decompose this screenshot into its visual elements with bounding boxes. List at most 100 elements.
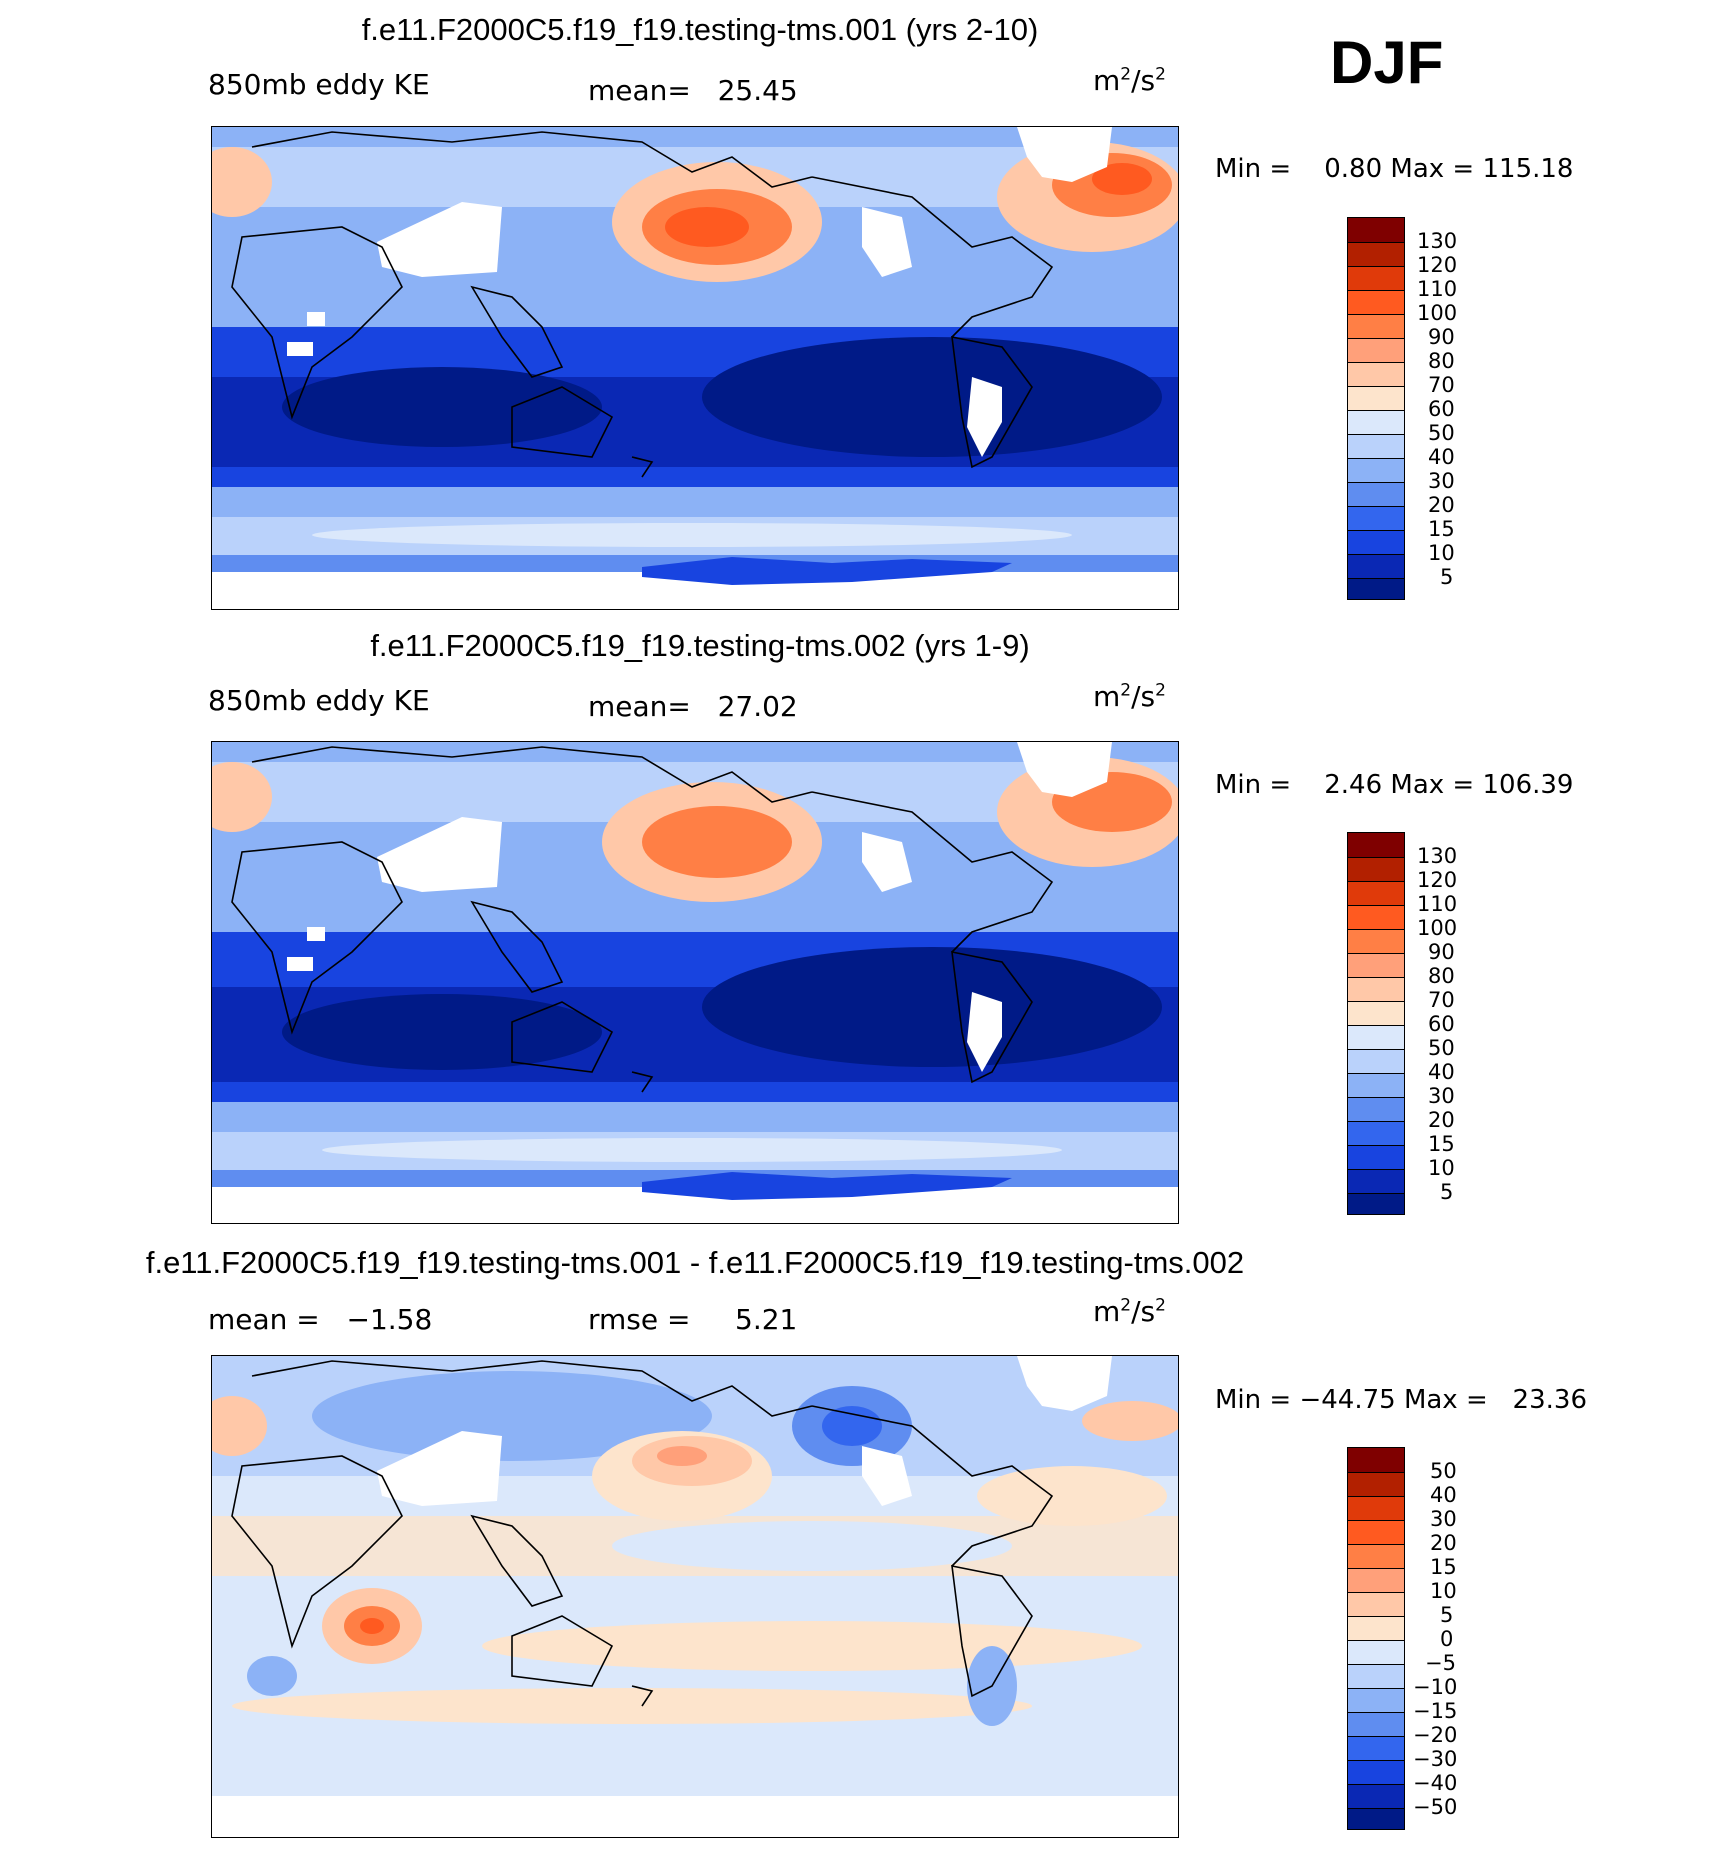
panel-2-mean: mean= 27.02 xyxy=(588,690,798,723)
panel-1-mean-label: mean= xyxy=(588,74,691,107)
panel-2-title: f.e11.F2000C5.f19_f19.testing-tms.002 (y… xyxy=(210,628,1190,664)
panel-2-colorbar-label: 90 xyxy=(1428,940,1455,964)
panel-2-colorbar-label: 20 xyxy=(1428,1108,1455,1132)
panel-3-colorbar-swatch xyxy=(1348,1448,1404,1472)
panel-3-colorbar-label: 0 xyxy=(1440,1627,1453,1651)
panel-3-colorbar-label: −50 xyxy=(1413,1795,1457,1819)
panel-1-units: m2/s2 xyxy=(1093,64,1166,97)
panel-3-colorbar-label: −30 xyxy=(1413,1747,1457,1771)
panel-2-colorbar-swatch xyxy=(1348,905,1404,929)
panel-1-colorbar-label: 10 xyxy=(1428,541,1455,565)
panel-2-colorbar-label: 50 xyxy=(1428,1036,1455,1060)
panel-3-colorbar-label: −40 xyxy=(1413,1771,1457,1795)
panel-3-colorbar-swatch xyxy=(1348,1520,1404,1544)
panel-2-min-label: Min = xyxy=(1215,770,1291,800)
panel-3-mean: mean = −1.58 xyxy=(208,1303,432,1336)
panel-3-colorbar-label: 15 xyxy=(1430,1555,1457,1579)
panel-1-colorbar-label: 40 xyxy=(1428,445,1455,469)
panel-1-max-value: 115.18 xyxy=(1482,154,1573,184)
panel-2-colorbar-swatch xyxy=(1348,1097,1404,1121)
panel-2-colorbar-label: 120 xyxy=(1417,868,1457,892)
panel-2-colorbar-swatch xyxy=(1348,1145,1404,1169)
panel-3-mean-label: mean = xyxy=(208,1303,320,1336)
panel-1-colorbar-swatch xyxy=(1348,314,1404,338)
panel-2-colorbar-swatch xyxy=(1348,1169,1404,1193)
panel-2-max-value: 106.39 xyxy=(1482,770,1573,800)
panel-3-units: m2/s2 xyxy=(1093,1295,1166,1328)
panel-1-colorbar-swatch xyxy=(1348,530,1404,554)
panel-3-rmse-value: 5.21 xyxy=(735,1303,797,1336)
panel-1-colorbar-label: 70 xyxy=(1428,373,1455,397)
panel-2-colorbar-label: 110 xyxy=(1417,892,1457,916)
panel-3-minmax: Min = −44.75 Max = 23.36 xyxy=(1215,1385,1587,1415)
panel-1-mean-value: 25.45 xyxy=(718,74,798,107)
panel-1-colorbar-swatch xyxy=(1348,482,1404,506)
panel-2-colorbar-label: 40 xyxy=(1428,1060,1455,1084)
panel-2-colorbar-label: 80 xyxy=(1428,964,1455,988)
panel-1-colorbar-swatch xyxy=(1348,218,1404,242)
panel-3-colorbar-swatch xyxy=(1348,1568,1404,1592)
panel-3-colorbar-swatch xyxy=(1348,1760,1404,1784)
panel-1-colorbar-swatch xyxy=(1348,578,1404,599)
panel-1-colorbar-label: 15 xyxy=(1428,517,1455,541)
panel-1-colorbar-swatch xyxy=(1348,434,1404,458)
panel-1-colorbar-label: 5 xyxy=(1440,565,1453,589)
panel-2-colorbar-label: 15 xyxy=(1428,1132,1455,1156)
panel-1-colorbar-label: 130 xyxy=(1417,229,1457,253)
panel-1-colorbar-swatch xyxy=(1348,554,1404,578)
panel-2-colorbar-label: 130 xyxy=(1417,844,1457,868)
panel-3-map xyxy=(211,1355,1179,1838)
panel-3-colorbar-label: 30 xyxy=(1430,1507,1457,1531)
panel-2-colorbar-label: 100 xyxy=(1417,916,1457,940)
panel-3-colorbar-label: −10 xyxy=(1413,1675,1457,1699)
panel-3-colorbar-label: −15 xyxy=(1413,1699,1457,1723)
panel-2-minmax: Min = 2.46 Max = 106.39 xyxy=(1215,770,1573,800)
panel-1-colorbar-swatch xyxy=(1348,362,1404,386)
panel-2-mean-label: mean= xyxy=(588,690,691,723)
panel-1-colorbar-swatch xyxy=(1348,338,1404,362)
panel-1-colorbar-label: 80 xyxy=(1428,349,1455,373)
panel-1-max-label: Max = xyxy=(1390,154,1474,184)
panel-1-colorbar-label: 50 xyxy=(1428,421,1455,445)
panel-2-colorbar-swatch xyxy=(1348,1025,1404,1049)
panel-3-colorbar-swatch xyxy=(1348,1736,1404,1760)
panel-2-colorbar-swatch xyxy=(1348,953,1404,977)
panel-3-colorbar-label: −20 xyxy=(1413,1723,1457,1747)
panel-1-colorbar-swatch xyxy=(1348,506,1404,530)
panel-2-mean-value: 27.02 xyxy=(718,690,798,723)
panel-3-colorbar-swatch xyxy=(1348,1784,1404,1808)
panel-3-colorbar-swatch xyxy=(1348,1496,1404,1520)
panel-1-colorbar-label: 110 xyxy=(1417,277,1457,301)
panel-3-min-label: Min = xyxy=(1215,1385,1291,1415)
panel-3-max-value: 23.36 xyxy=(1513,1385,1587,1415)
panel-2-units: m2/s2 xyxy=(1093,680,1166,713)
panel-2-max-label: Max = xyxy=(1390,770,1474,800)
panel-3-colorbar-label: 20 xyxy=(1430,1531,1457,1555)
panel-3-colorbar-swatch xyxy=(1348,1664,1404,1688)
panel-2-colorbar xyxy=(1347,832,1405,1215)
panel-1-colorbar-swatch xyxy=(1348,266,1404,290)
panel-3-mean-value: −1.58 xyxy=(346,1303,432,1336)
panel-1-map xyxy=(211,126,1179,610)
panel-2-map xyxy=(211,741,1179,1224)
panel-1-colorbar-label: 60 xyxy=(1428,397,1455,421)
panel-1-colorbar-swatch xyxy=(1348,410,1404,434)
panel-3-colorbar-swatch xyxy=(1348,1712,1404,1736)
panel-1-colorbar-swatch xyxy=(1348,290,1404,314)
panel-3-colorbar-swatch xyxy=(1348,1808,1404,1829)
panel-3-title: f.e11.F2000C5.f19_f19.testing-tms.001 - … xyxy=(60,1245,1330,1281)
panel-3-colorbar-label: 10 xyxy=(1430,1579,1457,1603)
panel-1-min-label: Min = xyxy=(1215,154,1291,184)
panel-1-colorbar-label: 30 xyxy=(1428,469,1455,493)
panel-2-colorbar-swatch xyxy=(1348,1121,1404,1145)
season-label: DJF xyxy=(1330,28,1443,97)
panel-2-colorbar-label: 60 xyxy=(1428,1012,1455,1036)
panel-3-colorbar-swatch xyxy=(1348,1688,1404,1712)
panel-3-colorbar-label: −5 xyxy=(1425,1651,1456,1675)
panel-2-colorbar-label: 10 xyxy=(1428,1156,1455,1180)
panel-3-rmse-label: rmse = xyxy=(588,1303,690,1336)
panel-3-colorbar-label: 40 xyxy=(1430,1483,1457,1507)
panel-2-colorbar-swatch xyxy=(1348,857,1404,881)
panel-2-colorbar-label: 5 xyxy=(1440,1180,1453,1204)
panel-1-colorbar-label: 120 xyxy=(1417,253,1457,277)
